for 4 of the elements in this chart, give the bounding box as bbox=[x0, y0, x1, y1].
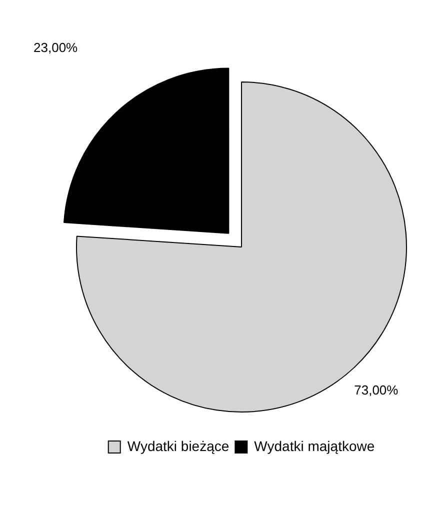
legend-label: Wydatki majątkowe bbox=[254, 438, 375, 454]
data-label: 23,00% bbox=[34, 40, 78, 56]
data-label: 73,00% bbox=[354, 382, 399, 398]
legend-label: Wydatki bieżące bbox=[127, 438, 230, 454]
